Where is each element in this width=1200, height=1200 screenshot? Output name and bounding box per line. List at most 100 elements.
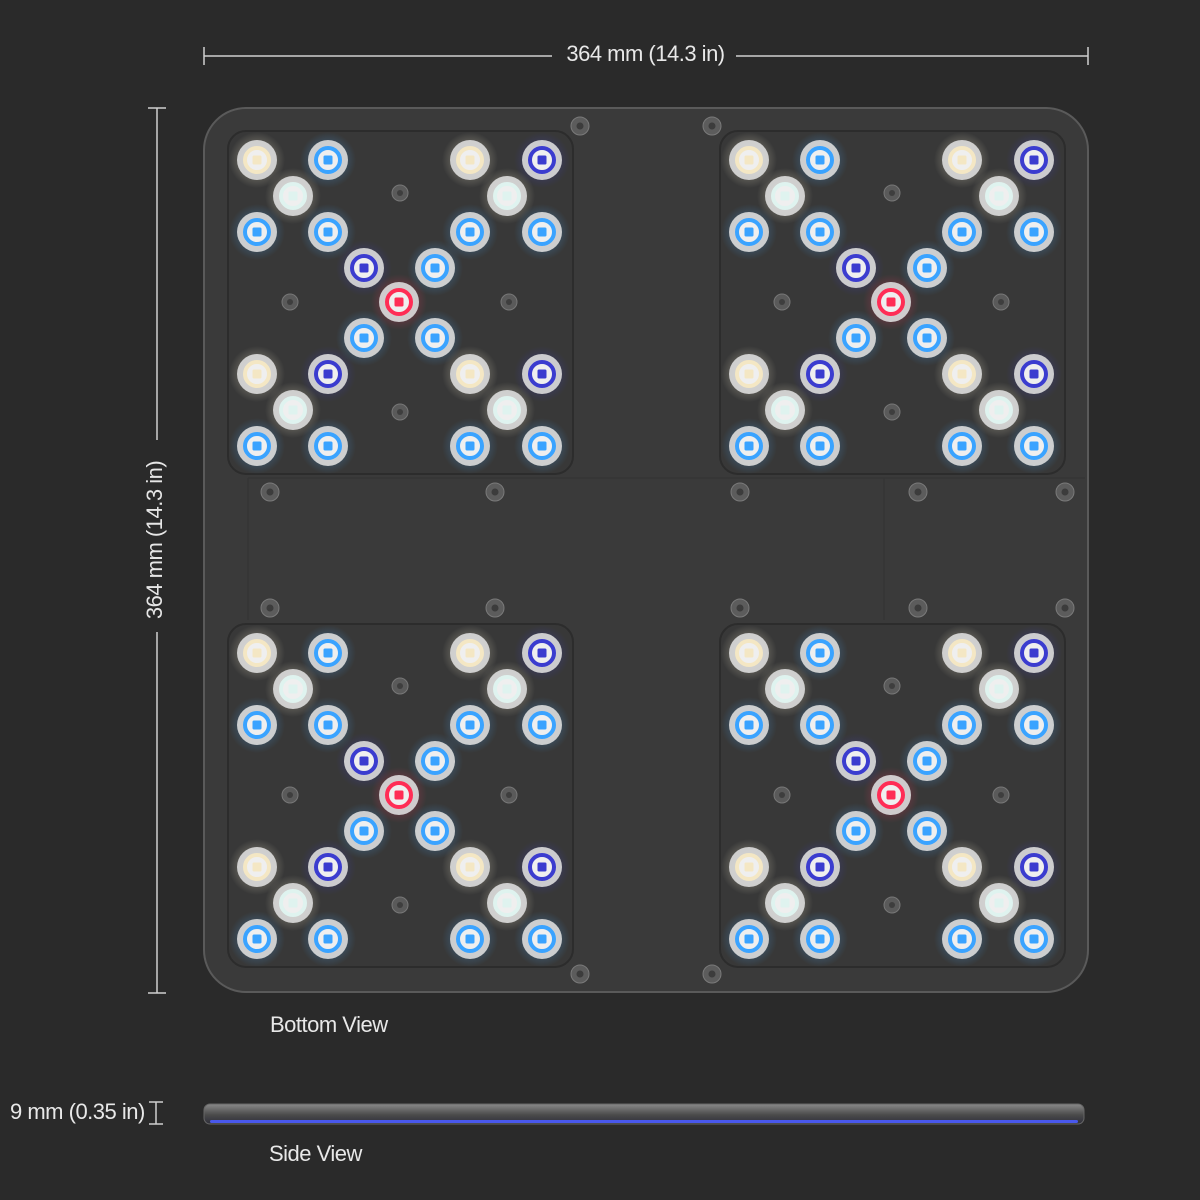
- led-cool-white: [757, 168, 813, 224]
- led-blue: [899, 733, 955, 789]
- module-top-right: [719, 130, 1066, 475]
- panel-screw: [730, 482, 750, 502]
- led-blue: [721, 697, 777, 753]
- module-bottom-right: [719, 623, 1066, 968]
- led-warm-white: [229, 839, 285, 895]
- led-blue: [934, 418, 990, 474]
- led-warm-white: [229, 625, 285, 681]
- led-blue: [899, 803, 955, 859]
- width-dimension: [203, 47, 1089, 65]
- led-blue: [442, 418, 498, 474]
- bottom-view-label: Bottom View: [270, 1012, 388, 1037]
- led-blue: [336, 803, 392, 859]
- screw: [391, 403, 409, 421]
- screws: [260, 116, 1075, 984]
- panel-screw: [702, 116, 722, 136]
- screw: [391, 184, 409, 202]
- panel-seams: [247, 477, 1085, 620]
- led-warm-white: [721, 839, 777, 895]
- led-blue: [721, 911, 777, 967]
- led-royal-blue: [828, 733, 884, 789]
- led-warm-white: [442, 132, 498, 188]
- led-blue: [407, 240, 463, 296]
- led-blue: [229, 204, 285, 260]
- led-blue: [514, 418, 570, 474]
- led-cool-white: [479, 382, 535, 438]
- led-blue: [300, 911, 356, 967]
- led-cool-white: [757, 382, 813, 438]
- side-profile: [203, 1103, 1085, 1125]
- thickness-label: 9 mm (0.35 in): [10, 1099, 145, 1124]
- led-red: [371, 274, 427, 330]
- led-red: [863, 767, 919, 823]
- led-blue: [792, 625, 848, 681]
- led-blue: [442, 911, 498, 967]
- module-top-left: [227, 130, 574, 475]
- module-bottom-left: [227, 623, 574, 968]
- led-warm-white: [934, 132, 990, 188]
- screw: [391, 896, 409, 914]
- led-blue: [514, 911, 570, 967]
- led-blue: [1006, 204, 1062, 260]
- led-cool-white: [265, 168, 321, 224]
- led-blue: [442, 204, 498, 260]
- screw: [500, 293, 518, 311]
- led-cool-white: [757, 875, 813, 931]
- led-royal-blue: [792, 839, 848, 895]
- led-blue: [792, 204, 848, 260]
- led-blue: [336, 310, 392, 366]
- panel-screw: [485, 598, 505, 618]
- led-blue: [792, 911, 848, 967]
- panel-screw: [908, 482, 928, 502]
- panel-screw: [570, 116, 590, 136]
- led-royal-blue: [514, 839, 570, 895]
- screw: [391, 677, 409, 695]
- led-blue: [1006, 418, 1062, 474]
- led-cool-white: [265, 661, 321, 717]
- led-blue: [300, 132, 356, 188]
- led-blue: [300, 418, 356, 474]
- led-blue: [514, 204, 570, 260]
- led-blue: [300, 204, 356, 260]
- screw: [773, 786, 791, 804]
- led-cool-white: [971, 168, 1027, 224]
- led-cool-white: [971, 661, 1027, 717]
- led-blue: [229, 911, 285, 967]
- led-red: [371, 767, 427, 823]
- width-dimension-label-box: 364 mm (14.3 in): [203, 40, 1088, 70]
- led-blue: [934, 911, 990, 967]
- panel-screw: [260, 482, 280, 502]
- screw: [281, 293, 299, 311]
- led-warm-white: [721, 625, 777, 681]
- height-dimension: [148, 107, 166, 994]
- screw: [992, 293, 1010, 311]
- led-blue: [828, 310, 884, 366]
- screw: [992, 786, 1010, 804]
- led-blue: [1006, 911, 1062, 967]
- panel-screw: [485, 482, 505, 502]
- led-blue: [229, 418, 285, 474]
- led-cool-white: [479, 661, 535, 717]
- panel-screw: [908, 598, 928, 618]
- led-cool-white: [971, 875, 1027, 931]
- led-royal-blue: [792, 346, 848, 402]
- led-blue: [300, 697, 356, 753]
- width-dimension-label: 364 mm (14.3 in): [566, 41, 725, 66]
- led-blue: [721, 204, 777, 260]
- led-warm-white: [442, 346, 498, 402]
- led-royal-blue: [1006, 132, 1062, 188]
- led-blue: [300, 625, 356, 681]
- screw: [883, 403, 901, 421]
- led-warm-white: [721, 132, 777, 188]
- led-cool-white: [265, 875, 321, 931]
- led-royal-blue: [300, 346, 356, 402]
- led-blue: [792, 418, 848, 474]
- led-blue: [407, 733, 463, 789]
- led-blue: [407, 310, 463, 366]
- panel-screw: [1055, 482, 1075, 502]
- side-glow-strip: [210, 1120, 1078, 1123]
- panel-screw: [260, 598, 280, 618]
- led-modules: [227, 130, 1066, 968]
